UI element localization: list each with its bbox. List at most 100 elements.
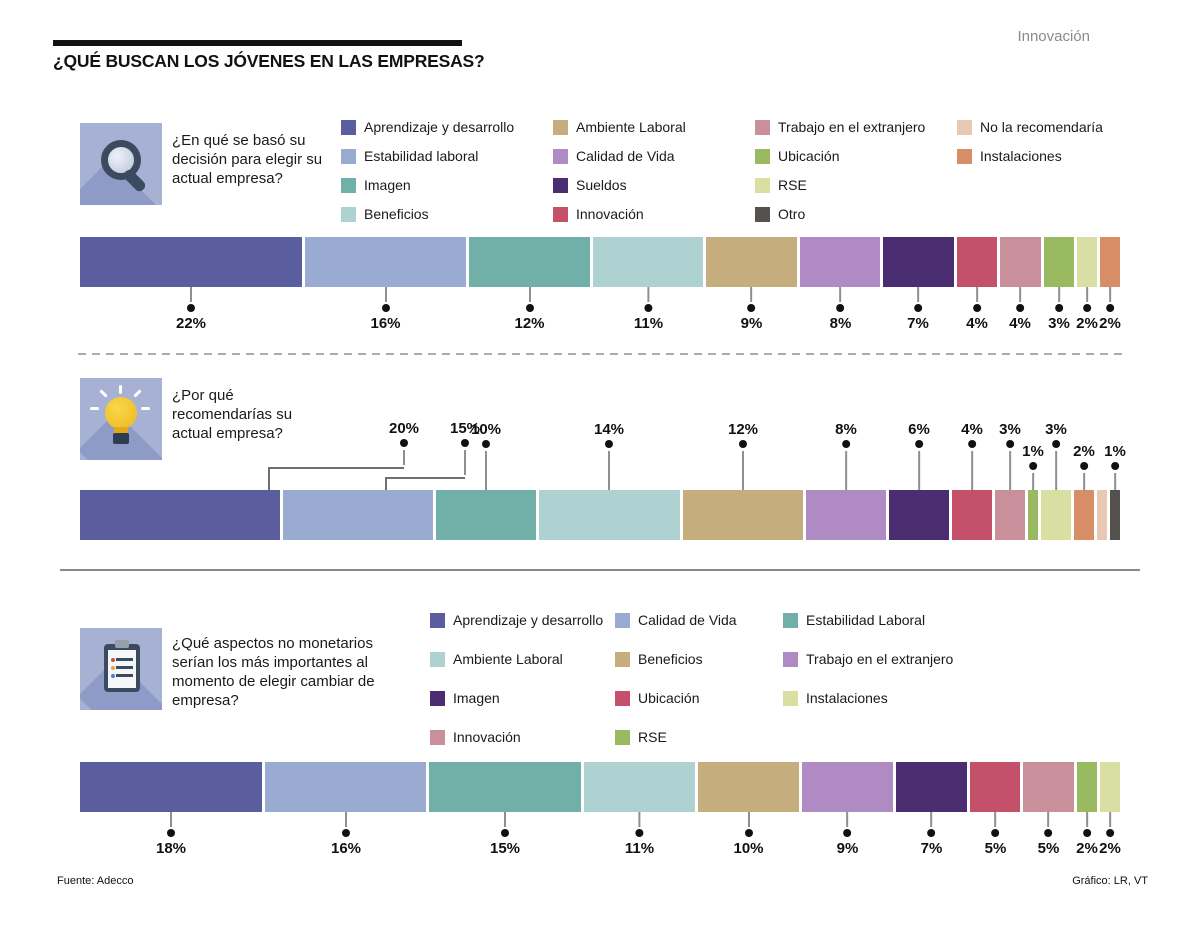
label-stem [750, 287, 753, 302]
label-stem [647, 287, 650, 302]
lilac-swatch [553, 148, 568, 164]
label-dot [400, 439, 408, 447]
crimson-swatch [553, 206, 568, 222]
crimson-swatch [615, 690, 630, 706]
legend-item-rse: RSE [755, 177, 957, 193]
label-dot [1052, 440, 1060, 448]
label-stem [1114, 473, 1116, 490]
olive-swatch [615, 729, 630, 745]
section-tag: Innovación [1017, 28, 1090, 45]
bar-segment-estabilidad-laboral [283, 490, 434, 540]
value-label-ambiente-laboral: 9% [740, 287, 763, 332]
magnifier-icon [80, 123, 162, 205]
label-dot [842, 440, 850, 448]
clipboard-line [116, 666, 133, 669]
percentage-text: 9% [836, 840, 859, 857]
palegreen-swatch [783, 690, 798, 706]
percentage-text: 2% [1099, 840, 1121, 857]
clipboard-clip [115, 640, 129, 648]
label-stem [1009, 451, 1011, 490]
indigo-swatch [341, 119, 356, 135]
bar-segment-innovacion [1023, 762, 1074, 812]
value-label-ubicacion: 1% [1022, 423, 1044, 490]
percentage-text: 10% [470, 421, 502, 438]
bar-segment-innovacion [956, 237, 998, 287]
value-label-beneficios: 11% [634, 287, 663, 332]
legend-item-ubicacion: Ubicación [755, 148, 957, 164]
label-dot [187, 304, 195, 312]
label-stem [971, 451, 973, 490]
label-dot [1080, 462, 1088, 470]
value-label-estabilidad-laboral: 15% [450, 420, 480, 475]
legend-label: Trabajo en el extranjero [778, 119, 926, 135]
bar-segment-beneficios [697, 762, 799, 812]
legend-label: Estabilidad laboral [364, 148, 479, 164]
label-dot [973, 304, 981, 312]
label-stem [1032, 473, 1034, 490]
bar-segment-sueldos [883, 237, 954, 287]
bar-segment-innovacion [951, 490, 992, 540]
bar-segment-trabajo-en-el-extranjero [1000, 237, 1041, 287]
label-stem [1055, 451, 1057, 490]
legend-item-instalaciones: Instalaciones [957, 148, 1169, 164]
legend-item-no-la-recomendaria: No la recomendaría [957, 119, 1169, 135]
legend-item-estabilidad-laboral: Estabilidad Laboral [783, 612, 968, 628]
percentage-text: 4% [1009, 315, 1031, 332]
percentage-text: 5% [1037, 840, 1060, 857]
legend-column: Estabilidad Laboral Trabajo en el extranj… [783, 612, 968, 768]
label-stem [170, 812, 172, 827]
legend-label: Estabilidad Laboral [806, 612, 926, 628]
legend-chart-1: Aprendizaje y desarrollo Estabilidad labo… [341, 119, 1169, 235]
legend-column: Aprendizaje y desarrollo Ambiente Laboral… [430, 612, 615, 768]
elbow-connector-v [268, 467, 270, 490]
legend-item-otro: Otro [755, 206, 957, 222]
bar-segment-ambiente-laboral [583, 762, 695, 812]
bar-segment-imagen [436, 490, 537, 540]
terracotta-swatch [957, 148, 972, 164]
legend-label: Imagen [364, 177, 411, 193]
label-dot [1111, 462, 1119, 470]
value-label-innovacion: 4% [966, 287, 988, 332]
legend-label: No la recomendaría [980, 119, 1103, 135]
plum-swatch [553, 177, 568, 193]
title-rule [53, 40, 462, 46]
clipboard-line [116, 658, 133, 661]
percentage-text: 7% [920, 840, 943, 857]
label-dot [525, 304, 534, 312]
percentage-text: 18% [155, 840, 187, 857]
value-label-aprendizaje-y-desarrollo: 20% [389, 420, 419, 465]
bar-segment-instalaciones [1073, 490, 1094, 540]
periwinkle-swatch [341, 148, 356, 164]
value-label-trabajo-en-el-extranjero: 4% [1009, 287, 1031, 332]
label-stem [976, 287, 978, 302]
bar-labels-chart-2: 20% 15% 10% 14% 12% 8% 6% 4% 3% 1% 3% 2% 1% [80, 420, 1126, 490]
value-label-instalaciones: 2% [1099, 287, 1121, 332]
bar-segment-estabilidad-laboral [429, 762, 581, 812]
bar-segment-imagen [468, 237, 590, 287]
elbow-connector-h [268, 467, 404, 469]
bar-segment-ambiente-laboral [682, 490, 803, 540]
legend-item-beneficios: Beneficios [615, 651, 783, 667]
legend-column: Trabajo en el extranjero Ubicación RSE Otro [755, 119, 957, 235]
percentage-text: 1% [1104, 443, 1126, 460]
label-dot [167, 829, 175, 837]
bar-segment-calidad-de-vida [799, 237, 881, 287]
percentage-text: 6% [908, 421, 930, 438]
lilac-swatch [783, 651, 798, 667]
legend-column: Calidad de Vida Beneficios Ubicación RSE [615, 612, 783, 768]
label-dot [1029, 462, 1037, 470]
label-stem [464, 450, 466, 475]
percentage-text: 5% [984, 840, 1007, 857]
percentage-text: 2% [1073, 443, 1095, 460]
percentage-text: 9% [740, 315, 763, 332]
value-label-innovacion: 5% [1037, 812, 1060, 857]
bulb-ray [141, 407, 150, 410]
value-label-rse: 3% [1045, 421, 1067, 490]
label-dot [1016, 304, 1024, 312]
bar-segment-ubicacion [1043, 237, 1074, 287]
legend-label: Sueldos [576, 177, 627, 193]
clipboard-bullet [111, 658, 115, 662]
label-dot [482, 440, 490, 448]
percentage-text: 4% [961, 421, 983, 438]
label-stem [1109, 812, 1111, 827]
